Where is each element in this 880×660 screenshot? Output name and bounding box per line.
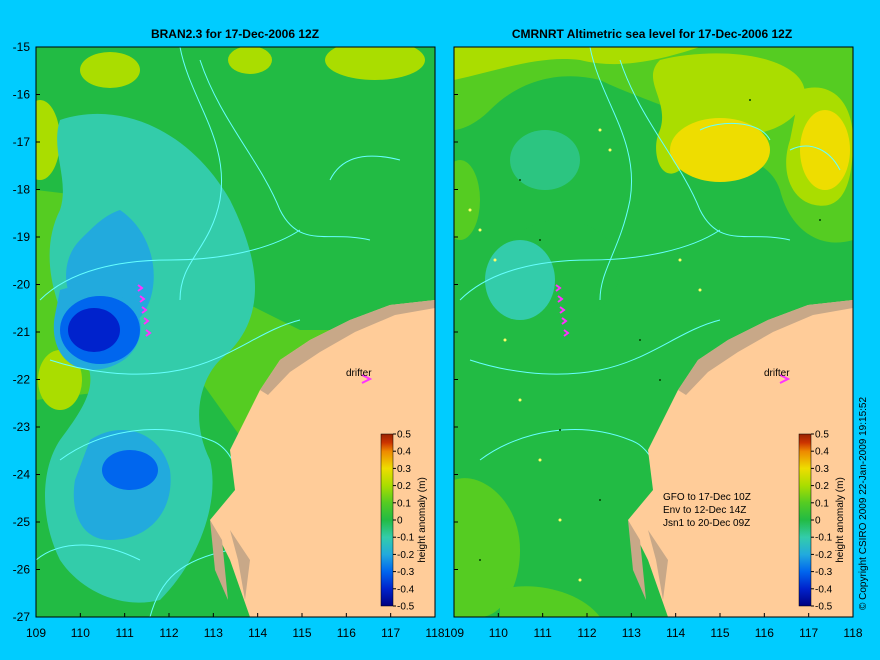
lon-tick-label: 115 bbox=[710, 626, 729, 640]
lon-tick-label: 118 bbox=[843, 626, 862, 640]
colorbar-tick-label: -0.2 bbox=[815, 550, 833, 561]
lon-tick-label: 117 bbox=[381, 626, 400, 640]
right-sea-level-field bbox=[454, 47, 853, 617]
colorbar-tick-label: 0 bbox=[815, 516, 821, 527]
right-panel-title: CMRNRT Altimetric sea level for 17-Dec-2… bbox=[512, 27, 792, 41]
colorbar-tick-label: 0.4 bbox=[397, 447, 411, 458]
right-drifter-track bbox=[555, 284, 791, 384]
right-longitude-axis: 109 110 111 112 113 114 115 116 117 118 bbox=[444, 613, 863, 640]
lon-tick-label: 116 bbox=[755, 626, 774, 640]
lon-tick-label: 112 bbox=[577, 626, 596, 640]
colorbar-ticks: 0.5 0.4 0.3 0.2 0.1 0 -0.1 -0.2 -0.3 -0.4 -0.5 0.5 0… bbox=[393, 430, 833, 613]
left-panel-title: BRAN2.3 for 17-Dec-2006 12Z bbox=[151, 27, 319, 41]
colorbar-tick-label: -0.1 bbox=[815, 533, 833, 544]
right-map-panel: CMRNRT Altimetric sea level for 17-Dec-2… bbox=[453, 27, 854, 618]
colorbar-tick-label: -0.3 bbox=[815, 567, 833, 578]
colorbar-tick-label: -0.4 bbox=[815, 584, 833, 595]
lon-tick-label: 114 bbox=[666, 626, 685, 640]
lat-tick-label: -17 bbox=[13, 135, 31, 149]
lat-tick-label: -27 bbox=[13, 610, 31, 624]
satellite-line-jsn1: Jsn1 to 20-Dec 09Z bbox=[663, 518, 750, 529]
colorbar-tick-label: 0.2 bbox=[397, 481, 411, 492]
lon-tick-label: 109 bbox=[26, 626, 46, 640]
colorbar-tick-label: 0.2 bbox=[815, 481, 829, 492]
lat-tick-label: -22 bbox=[13, 373, 31, 387]
lat-tick-label: -19 bbox=[13, 230, 31, 244]
lon-tick-label: 117 bbox=[799, 626, 818, 640]
colorbar-tick-label: 0.1 bbox=[815, 498, 829, 509]
colorbar-tick-label: -0.3 bbox=[397, 567, 415, 578]
copyright-text: © Copyright CSIRO 2009 22-Jan-2009 19:15… bbox=[858, 397, 869, 610]
lat-tick-label: -25 bbox=[13, 515, 31, 529]
lon-tick-label: 111 bbox=[534, 626, 553, 640]
lon-tick-label: 111 bbox=[116, 626, 135, 640]
lat-tick-label: -16 bbox=[13, 88, 31, 102]
colorbar-tick-label: -0.5 bbox=[815, 602, 833, 613]
left-drifter-label: drifter bbox=[346, 368, 372, 379]
left-map-panel: BRAN2.3 for 17-Dec-2006 12Z bbox=[35, 27, 436, 618]
colorbar-tick-label: 0 bbox=[397, 516, 403, 527]
lat-tick-label: -23 bbox=[13, 420, 31, 434]
left-sea-level-field bbox=[36, 47, 435, 617]
lon-tick-label: 114 bbox=[248, 626, 267, 640]
lat-tick-label: -26 bbox=[13, 563, 31, 577]
colorbar-tick-label: -0.1 bbox=[397, 533, 415, 544]
satellite-info: GFO to 17-Dec 10Z Env to 12-Dec 14Z Jsn1… bbox=[663, 492, 751, 529]
lon-tick-label: 112 bbox=[159, 626, 178, 640]
colorbar-tick-label: 0.3 bbox=[815, 464, 829, 475]
colorbar-tick-label: 0.4 bbox=[815, 447, 829, 458]
lat-tick-label: -24 bbox=[13, 468, 31, 482]
colorbar-tick-label: 0.1 bbox=[397, 498, 411, 509]
lon-tick-label: 110 bbox=[489, 626, 508, 640]
satellite-line-env: Env to 12-Dec 14Z bbox=[663, 505, 746, 516]
lon-tick-label: 109 bbox=[444, 626, 464, 640]
lon-tick-label: 115 bbox=[292, 626, 311, 640]
lat-tick-label: -18 bbox=[13, 183, 31, 197]
colorbar-tick-label: -0.5 bbox=[397, 602, 415, 613]
lat-tick-label: -15 bbox=[13, 40, 31, 54]
colorbar-tick-label: 0.3 bbox=[397, 464, 411, 475]
lon-tick-label: 118 bbox=[425, 626, 444, 640]
right-colorbar-label: height anomaly (m) bbox=[835, 477, 846, 563]
lon-tick-label: 116 bbox=[337, 626, 356, 640]
colorbar-tick-label: -0.4 bbox=[397, 584, 415, 595]
left-drifter-track bbox=[137, 284, 373, 384]
right-drifter-label: drifter bbox=[764, 368, 790, 379]
lon-tick-label: 110 bbox=[71, 626, 90, 640]
colorbar-tick-label: 0.5 bbox=[815, 430, 829, 441]
lon-tick-label: 113 bbox=[204, 626, 223, 640]
satellite-line-gfo: GFO to 17-Dec 10Z bbox=[663, 492, 751, 503]
latitude-axis: -15 -16 -17 -18 -19 -20 -21 -22 -23 -24 -25 -26 -27 bbox=[13, 40, 458, 624]
lat-tick-label: -20 bbox=[13, 278, 31, 292]
colorbar-tick-label: -0.2 bbox=[397, 550, 415, 561]
lat-tick-label: -21 bbox=[13, 325, 31, 339]
left-colorbar-label: height anomaly (m) bbox=[417, 477, 428, 563]
lon-tick-label: 113 bbox=[622, 626, 641, 640]
left-longitude-axis: 109 110 111 112 113 114 115 116 117 118 bbox=[26, 613, 445, 640]
colorbar-tick-label: 0.5 bbox=[397, 430, 411, 441]
